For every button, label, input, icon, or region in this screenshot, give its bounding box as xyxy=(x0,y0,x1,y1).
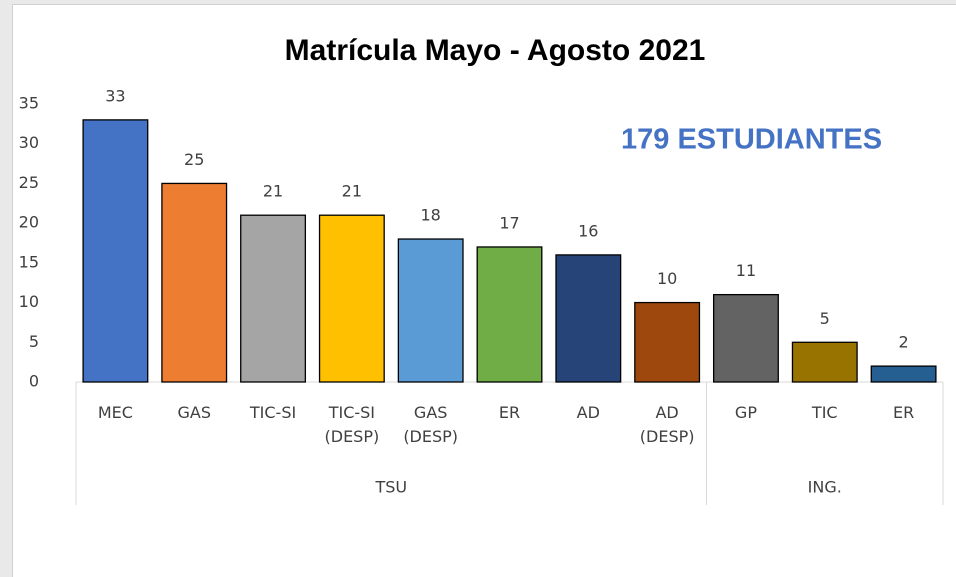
annotation: 179 ESTUDIANTES xyxy=(621,124,882,156)
y-tick-label: 0 xyxy=(29,372,39,391)
chart-frame: Matrícula Mayo - Agosto 2021 179 ESTUDIA… xyxy=(12,4,956,577)
chart-title: Matrícula Mayo - Agosto 2021 xyxy=(285,34,706,67)
x-tick-label: AD (DESP) xyxy=(639,403,695,446)
x-tick-label: AD xyxy=(576,403,600,422)
x-tick-label: TIC xyxy=(811,403,838,422)
data-label: 11 xyxy=(736,261,756,280)
bar xyxy=(397,238,464,383)
x-tick-label: MEC xyxy=(97,403,133,422)
chart: Matrícula Mayo - Agosto 2021 179 ESTUDIA… xyxy=(19,34,944,505)
data-label: 18 xyxy=(421,206,441,225)
data-label: 16 xyxy=(578,221,598,240)
data-label: 10 xyxy=(657,269,677,288)
bar xyxy=(712,293,779,383)
y-tick-label: 35 xyxy=(19,94,39,113)
x-tick-label: GP xyxy=(734,403,757,422)
bar xyxy=(318,214,385,383)
data-label: 17 xyxy=(499,213,519,232)
data-label: 21 xyxy=(342,182,362,201)
x-tick-label: GAS (DESP) xyxy=(403,403,459,446)
x-tick-label: GAS xyxy=(177,403,211,422)
bar xyxy=(634,301,701,383)
group-label: ING. xyxy=(808,478,842,497)
y-tick-label: 30 xyxy=(19,133,39,152)
y-tick-label: 10 xyxy=(19,292,39,311)
data-label: 2 xyxy=(898,333,908,352)
bar xyxy=(240,214,307,383)
x-tick-label: TIC-SI xyxy=(249,403,297,422)
bar xyxy=(555,254,622,383)
bar xyxy=(476,246,543,383)
y-tick-label: 25 xyxy=(19,173,39,192)
data-label: 25 xyxy=(184,150,204,169)
data-label: 21 xyxy=(263,182,283,201)
y-tick-label: 15 xyxy=(19,252,39,271)
y-tick-label: 5 xyxy=(29,332,39,351)
x-tick-label: ER xyxy=(498,403,521,422)
data-label: 33 xyxy=(105,86,125,105)
bar xyxy=(870,365,937,383)
group-label: TSU xyxy=(374,478,407,497)
bar xyxy=(161,182,228,383)
bar xyxy=(82,119,149,383)
y-tick-label: 20 xyxy=(19,213,39,232)
data-label: 5 xyxy=(820,309,830,328)
bar xyxy=(791,341,858,383)
x-tick-label: TIC-SI (DESP) xyxy=(324,403,380,446)
x-tick-label: ER xyxy=(892,403,915,422)
